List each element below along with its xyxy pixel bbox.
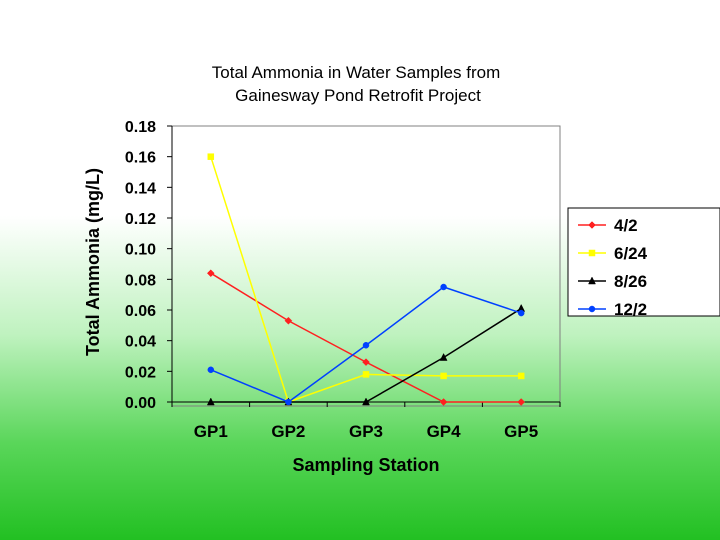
- legend-swatch-marker: [588, 276, 596, 285]
- legend: 4/2 6/24 8/26 12/2: [567, 207, 720, 319]
- data-point: [517, 309, 525, 317]
- legend-label: 8/26: [614, 272, 647, 291]
- data-point: [362, 397, 370, 406]
- x-tick-label: GP2: [271, 422, 305, 441]
- data-point: [206, 269, 215, 278]
- x-tick-label: GP1: [194, 422, 228, 441]
- legend-swatch-marker: [588, 221, 596, 229]
- x-tick-label: GP3: [349, 422, 383, 441]
- y-axis-title: Total Ammonia (mg/L): [83, 168, 103, 356]
- data-point: [285, 398, 292, 406]
- legend-item: 8/26: [578, 272, 647, 291]
- legend-label: 4/2: [614, 216, 638, 235]
- data-point: [439, 352, 448, 361]
- y-tick-label: 0.18: [125, 119, 156, 136]
- series-triangle: [206, 303, 526, 406]
- chart-title-line-1: Total Ammonia in Water Samples from: [212, 63, 500, 82]
- data-point: [206, 397, 215, 406]
- y-tick-label: 0.06: [125, 303, 156, 320]
- data-point: [362, 371, 370, 378]
- y-tick-label: 0.04: [125, 334, 156, 351]
- legend-item: 4/2: [578, 216, 638, 235]
- data-point: [517, 372, 525, 380]
- y-tick-label: 0.02: [125, 364, 156, 381]
- data-point: [439, 398, 448, 406]
- y-axis-ticks: 0.00 0.02 0.04 0.06 0.08 0.10 0.12 0.14 0.16 0.18: [125, 119, 172, 412]
- legend-swatch-marker: [588, 305, 596, 313]
- series-layer: [206, 153, 526, 406]
- chart-title-line-2: Gainesway Pond Retrofit Project: [235, 86, 481, 105]
- y-tick-label: 0.00: [125, 395, 156, 412]
- x-axis-title: Sampling Station: [292, 455, 439, 475]
- data-point: [362, 342, 370, 349]
- x-axis-ticks: GP1 GP2 GP3 GP4 GP5: [171, 402, 561, 441]
- legend-item: 6/24: [578, 244, 648, 263]
- series-line: [210, 307, 522, 403]
- y-tick-label: 0.10: [125, 242, 156, 259]
- series-circle: [207, 283, 525, 406]
- series-diamond: [206, 269, 526, 406]
- x-tick-label: GP4: [427, 422, 462, 441]
- data-point: [517, 398, 526, 406]
- data-point: [207, 153, 215, 160]
- data-point: [207, 366, 215, 374]
- legend-item: 12/2: [578, 300, 647, 319]
- series-square: [207, 153, 525, 406]
- y-tick-label: 0.14: [125, 180, 156, 197]
- data-point: [284, 316, 293, 325]
- data-point: [440, 372, 447, 380]
- legend-swatch-marker: [588, 249, 596, 257]
- y-tick-label: 0.16: [125, 150, 156, 167]
- y-tick-label: 0.12: [125, 211, 156, 228]
- y-tick-label: 0.08: [125, 272, 156, 289]
- x-tick-label: GP5: [504, 422, 538, 441]
- data-point: [440, 283, 447, 291]
- legend-label: 12/2: [614, 300, 647, 319]
- legend-items: 4/2 6/24 8/26 12/2: [578, 216, 648, 319]
- legend-label: 6/24: [614, 244, 648, 263]
- data-point: [362, 358, 370, 366]
